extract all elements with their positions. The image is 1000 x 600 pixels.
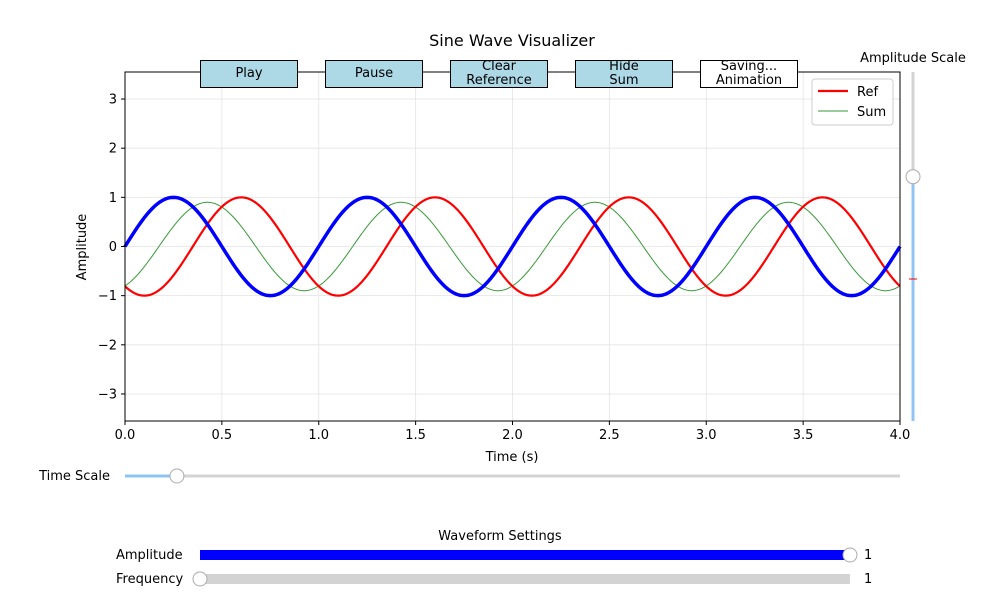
legend-label-sum: Sum (857, 105, 886, 120)
frequency-slider-label: Frequency (116, 572, 183, 587)
x-tick-label-6: 3.0 (696, 428, 717, 443)
y-tick-label-6: 3 (109, 93, 117, 108)
series-layer (123, 195, 902, 298)
amplitude-slider-label: Amplitude (116, 548, 183, 563)
time-scale-handle[interactable] (169, 468, 185, 484)
frequency-slider-handle[interactable] (192, 571, 208, 587)
series-line-main (123, 195, 902, 298)
clear-reference-button[interactable]: Clear Reference (450, 60, 548, 88)
y-axis-label: Amplitude (75, 214, 90, 281)
frequency-slider-track[interactable] (200, 574, 850, 584)
y-axis: −3 −2 −1 0 1 2 3 (98, 93, 125, 402)
time-scale-label: Time Scale (38, 469, 110, 484)
y-tick-label-1: −2 (98, 338, 117, 353)
x-tick-label-4: 2.0 (502, 428, 523, 443)
x-tick-label-3: 1.5 (405, 428, 426, 443)
x-axis: 0.0 0.5 1.0 1.5 2.0 2.5 3.0 3.5 4.0 (115, 421, 911, 443)
y-tick-label-0: −3 (98, 387, 117, 402)
legend: Ref Sum (811, 78, 894, 126)
x-tick-label-0: 0.0 (115, 428, 136, 443)
hide-sum-button[interactable]: Hide Sum (575, 60, 673, 88)
pause-button[interactable]: Pause (325, 60, 423, 88)
play-button[interactable]: Play (200, 60, 298, 88)
chart-title: Sine Wave Visualizer (429, 31, 595, 50)
x-tick-label-8: 4.0 (890, 428, 911, 443)
y-tick-label-5: 2 (109, 142, 117, 157)
x-axis-label: Time (s) (485, 450, 539, 465)
save-animation-button[interactable]: Saving... Animation (700, 60, 798, 88)
amplitude-scale-handle[interactable] (905, 169, 921, 185)
frequency-slider-value: 1 (864, 572, 872, 587)
amplitude-slider-handle[interactable] (842, 547, 858, 563)
x-tick-label-7: 3.5 (793, 428, 814, 443)
legend-label-ref: Ref (857, 85, 878, 100)
amplitude-slider-fill (200, 550, 850, 560)
y-tick-label-4: 1 (109, 191, 117, 206)
waveform-settings-title: Waveform Settings (438, 529, 562, 544)
x-tick-label-2: 1.0 (308, 428, 329, 443)
series-line-ref (124, 196, 901, 297)
y-tick-label-3: 0 (109, 240, 117, 255)
amplitude-scale-label: Amplitude Scale (860, 51, 966, 66)
x-tick-label-5: 2.5 (599, 428, 620, 443)
y-tick-label-2: −1 (98, 289, 117, 304)
amplitude-slider-value: 1 (864, 548, 872, 563)
x-tick-label-1: 0.5 (212, 428, 233, 443)
